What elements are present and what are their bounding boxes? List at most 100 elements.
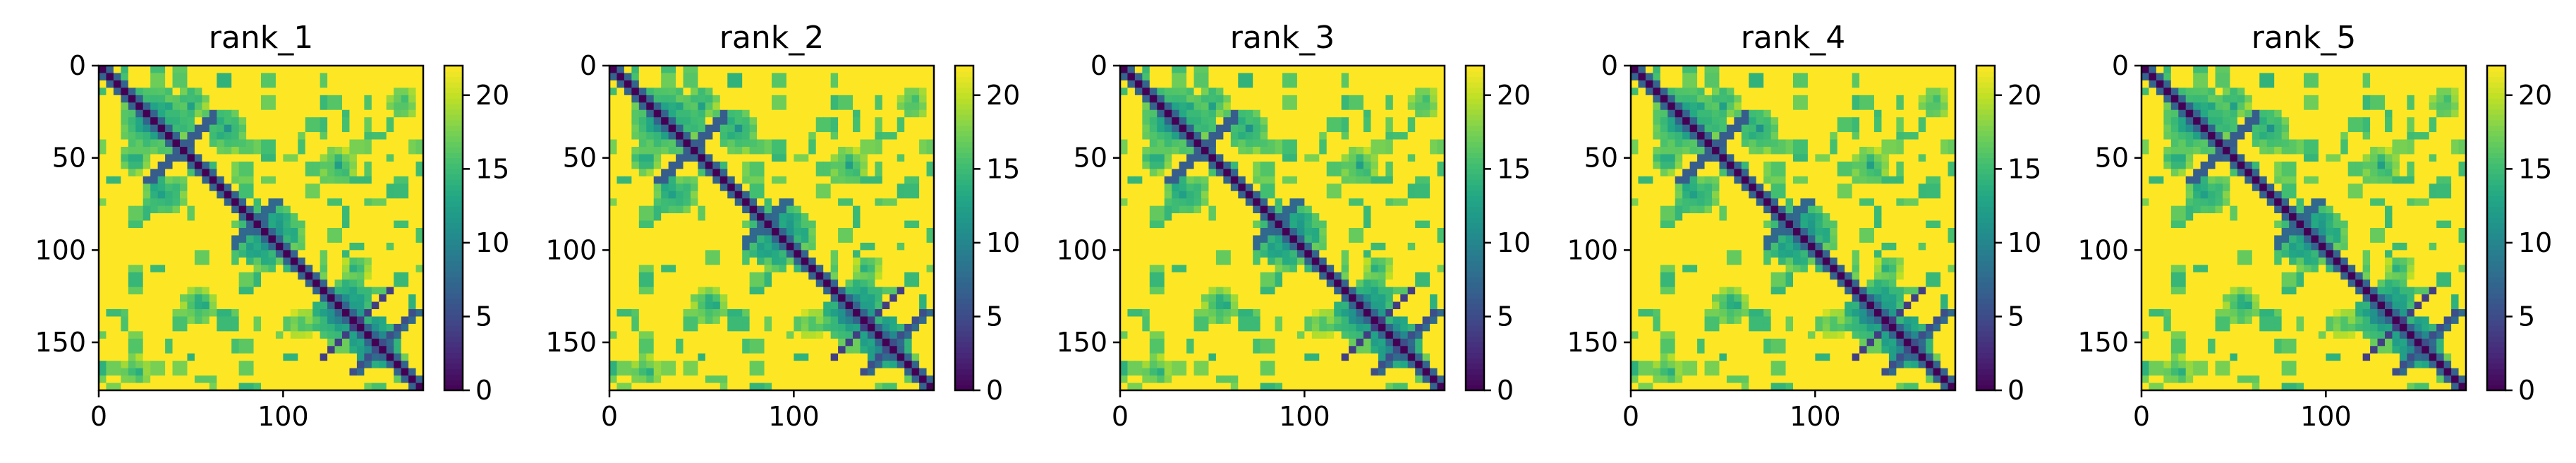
heatmap-cell [882, 272, 890, 280]
heatmap-cell [757, 66, 765, 74]
colorbar-segment [955, 206, 973, 212]
heatmap-cell [209, 176, 217, 184]
heatmap-cell [356, 228, 365, 236]
heatmap-cell [121, 323, 129, 332]
heatmap-cell [1164, 220, 1172, 229]
heatmap-cell [305, 132, 313, 140]
heatmap-cell [320, 279, 328, 288]
heatmap-cell [624, 316, 632, 325]
heatmap-cell [875, 316, 883, 325]
heatmap-cell [1430, 184, 1438, 192]
heatmap-cell [408, 279, 417, 288]
heatmap-cell [394, 331, 402, 339]
heatmap-cell [875, 147, 883, 155]
heatmap-cell [1296, 95, 1305, 103]
heatmap-cell [1282, 66, 1291, 74]
heatmap-cell [815, 95, 824, 103]
heatmap-cell [616, 228, 625, 236]
heatmap-cell [646, 154, 655, 162]
heatmap-cell [1289, 95, 1298, 103]
heatmap-cell [719, 213, 728, 222]
heatmap-cell [217, 213, 225, 222]
heatmap-cell [113, 250, 121, 258]
heatmap-cell [668, 161, 676, 169]
heatmap-cell [415, 169, 424, 177]
heatmap-cell [327, 294, 336, 303]
y-tick-label: 100 [545, 234, 597, 265]
heatmap-cell [415, 346, 424, 354]
heatmap-cell [231, 294, 240, 303]
heatmap-cell [1400, 66, 1409, 74]
heatmap-cell [224, 102, 232, 111]
heatmap-cell [342, 346, 351, 354]
heatmap-cell [772, 147, 780, 155]
heatmap-cell [364, 309, 372, 318]
heatmap-cell [1164, 80, 1172, 88]
heatmap-cell [653, 147, 662, 155]
heatmap-cell [379, 383, 387, 391]
heatmap-cell [1208, 73, 1217, 81]
heatmap-cell [808, 353, 817, 361]
heatmap-cell [386, 198, 394, 207]
heatmap-cell [342, 383, 351, 391]
heatmap-cell [889, 220, 898, 229]
heatmap-cell [99, 228, 107, 236]
heatmap-cell [142, 73, 151, 81]
heatmap-cell [786, 88, 794, 96]
heatmap-cell [712, 272, 721, 280]
heatmap-cell [113, 117, 121, 126]
heatmap-cell [794, 272, 802, 280]
heatmap-cell [1415, 66, 1423, 74]
heatmap-cell [838, 272, 846, 280]
heatmap-cell [1400, 191, 1409, 199]
heatmap-cell [705, 80, 713, 88]
heatmap-cell [646, 228, 655, 236]
heatmap-cell [845, 338, 853, 347]
heatmap-cell [1253, 161, 1261, 169]
heatmap-cell [379, 294, 387, 303]
heatmap-cell [268, 375, 277, 384]
heatmap-cell [712, 205, 721, 214]
heatmap-cell [180, 132, 188, 140]
heatmap-cell [801, 361, 809, 369]
heatmap-cell [408, 242, 417, 251]
heatmap-cell [1363, 124, 1372, 133]
heatmap-cell [298, 124, 306, 133]
heatmap-cell [801, 124, 809, 133]
heatmap-cell [882, 346, 890, 354]
heatmap-cell [904, 383, 913, 391]
heatmap-cell [217, 375, 225, 384]
heatmap-cell [1260, 117, 1268, 126]
heatmap-cell [408, 353, 417, 361]
heatmap-cell [919, 117, 928, 126]
heatmap-cell [356, 375, 365, 384]
heatmap-cell [1437, 132, 1445, 140]
heatmap-cell [631, 88, 640, 96]
heatmap-cell [121, 287, 129, 295]
heatmap-cell [897, 124, 905, 133]
heatmap-cell [320, 272, 328, 280]
heatmap-cell [757, 139, 765, 148]
heatmap-cell [121, 368, 129, 376]
y-tick-label: 150 [545, 327, 597, 358]
heatmap-cell [238, 346, 247, 354]
heatmap-cell [364, 228, 372, 236]
heatmap-cell [356, 309, 365, 318]
heatmap-cell [631, 161, 640, 169]
heatmap-cell [135, 73, 144, 81]
heatmap-cell [764, 213, 772, 222]
heatmap-cell [1238, 147, 1246, 155]
heatmap-cell [401, 147, 409, 155]
heatmap-cell [823, 169, 832, 177]
heatmap-cell [180, 124, 188, 133]
heatmap-cell [808, 257, 817, 265]
heatmap-cell [1193, 176, 1202, 184]
heatmap-cell [616, 73, 625, 81]
heatmap-cell [786, 147, 794, 155]
heatmap-cell [253, 161, 262, 169]
heatmap-cell [668, 117, 676, 126]
heatmap-cell [926, 220, 935, 229]
heatmap-cell [394, 102, 402, 111]
heatmap-cell [128, 309, 136, 318]
